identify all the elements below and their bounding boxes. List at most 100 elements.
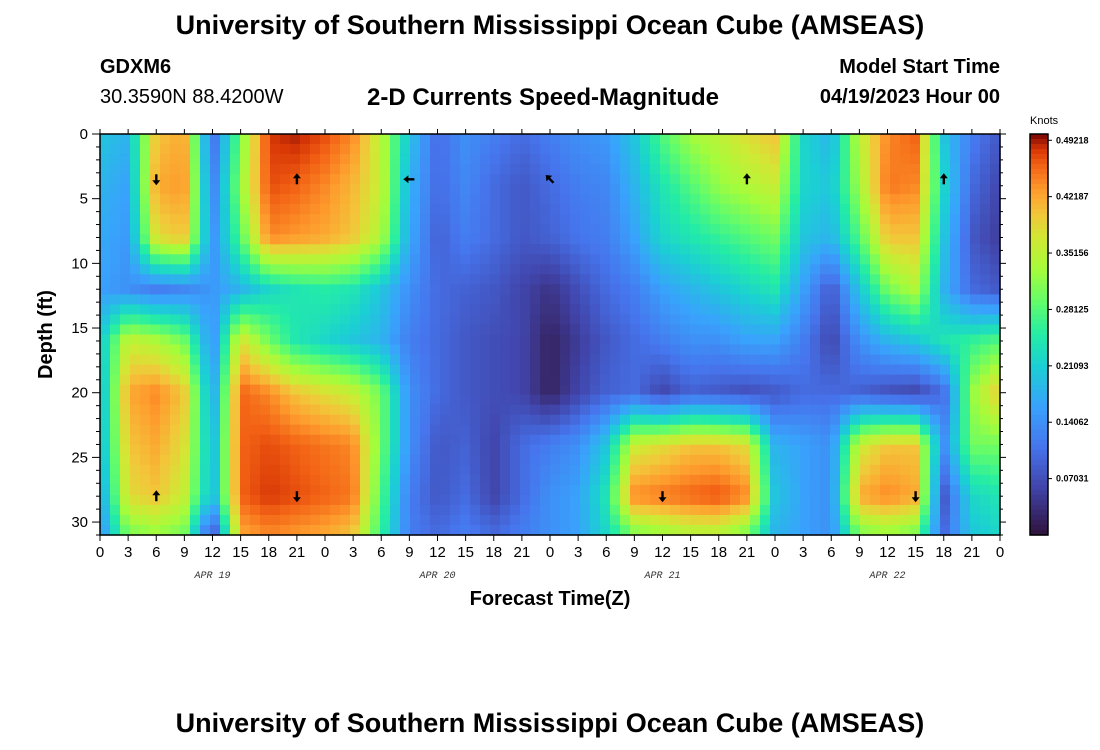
heatmap-cell: [790, 404, 801, 416]
heatmap-cell: [870, 414, 881, 426]
heatmap-cell: [800, 524, 811, 536]
heatmap-cell: [180, 524, 191, 536]
heatmap-cell: [450, 144, 461, 155]
heatmap-cell: [980, 164, 991, 175]
heatmap-cell: [980, 514, 991, 526]
heatmap-cell: [320, 294, 331, 306]
heatmap-cell: [790, 154, 801, 165]
heatmap-cell: [430, 454, 441, 466]
heatmap-cell: [650, 404, 661, 416]
heatmap-cell: [500, 414, 511, 426]
heatmap-cell: [270, 184, 281, 195]
heatmap-cell: [100, 364, 111, 376]
heatmap-cell: [330, 174, 341, 185]
heatmap-cell: [330, 324, 341, 336]
heatmap-cell: [450, 194, 461, 205]
heatmap-cell: [900, 394, 911, 406]
heatmap-cell: [440, 234, 451, 245]
heatmap-cell: [180, 324, 191, 336]
heatmap-cell: [460, 514, 471, 526]
heatmap-cell: [220, 154, 231, 165]
heatmap-cell: [330, 374, 341, 386]
heatmap-cell: [210, 234, 221, 245]
heatmap-cell: [700, 384, 711, 396]
heatmap-cell: [770, 234, 781, 245]
heatmap-cell: [310, 404, 321, 416]
heatmap-cell: [530, 414, 541, 426]
heatmap-cell: [960, 354, 971, 366]
heatmap-cell: [500, 264, 511, 275]
heatmap-cell: [340, 284, 351, 296]
heatmap-cell: [330, 194, 341, 205]
heatmap-cell: [370, 404, 381, 416]
heatmap-cell: [650, 254, 661, 265]
heatmap-cell: [620, 414, 631, 426]
heatmap-cell: [780, 464, 791, 476]
heatmap-cell: [250, 504, 261, 516]
heatmap-cell: [430, 154, 441, 165]
heatmap-cell: [280, 304, 291, 316]
heatmap-cell: [310, 304, 321, 316]
colorbar-segment: [1030, 489, 1048, 496]
heatmap-cell: [320, 304, 331, 316]
heatmap-cell: [640, 144, 651, 155]
heatmap-cell: [620, 134, 631, 145]
heatmap-cell: [710, 434, 721, 446]
heatmap-cell: [980, 314, 991, 326]
heatmap-cell: [170, 314, 181, 326]
heatmap-cell: [220, 264, 231, 275]
heatmap-cell: [250, 194, 261, 205]
heatmap-cell: [590, 344, 601, 356]
heatmap-cell: [930, 494, 941, 506]
heatmap-cell: [840, 484, 851, 496]
heatmap-cell: [130, 254, 141, 265]
heatmap-cell: [640, 244, 651, 255]
heatmap-cell: [310, 394, 321, 406]
heatmap-cell: [220, 374, 231, 386]
heatmap-cell: [590, 264, 601, 275]
heatmap-cell: [580, 514, 591, 526]
heatmap-cell: [720, 404, 731, 416]
heatmap-cell: [990, 504, 1001, 516]
heatmap-cell: [460, 174, 471, 185]
heatmap-cell: [390, 354, 401, 366]
heatmap-cell: [700, 344, 711, 356]
heatmap-cell: [810, 484, 821, 496]
heatmap-cell: [990, 134, 1001, 145]
heatmap-cell: [930, 274, 941, 285]
heatmap-cell: [220, 194, 231, 205]
heatmap-cell: [920, 144, 931, 155]
heatmap-cell: [950, 154, 961, 165]
heatmap-cell: [860, 204, 871, 215]
heatmap-cell: [100, 194, 111, 205]
heatmap-cell: [570, 224, 581, 235]
heatmap-cell: [400, 274, 411, 285]
heatmap-cell: [460, 434, 471, 446]
heatmap-cell: [660, 154, 671, 165]
heatmap-cell: [420, 374, 431, 386]
heatmap-cell: [800, 284, 811, 296]
heatmap-cell: [850, 454, 861, 466]
heatmap-cell: [730, 454, 741, 466]
heatmap-cell: [680, 444, 691, 456]
heatmap-cell: [850, 424, 861, 436]
heatmap-cell: [190, 214, 201, 225]
heatmap-cell: [780, 304, 791, 316]
heatmap-cell: [560, 274, 571, 285]
heatmap-cell: [610, 264, 621, 275]
heatmap-cell: [880, 314, 891, 326]
heatmap-cell: [180, 434, 191, 446]
heatmap-cell: [270, 494, 281, 506]
heatmap-cell: [160, 144, 171, 155]
heatmap-cell: [960, 444, 971, 456]
heatmap-cell: [990, 414, 1001, 426]
heatmap-cell: [400, 444, 411, 456]
heatmap-cell: [390, 424, 401, 436]
colorbar-tick-label: 0.49218: [1056, 135, 1089, 145]
heatmap-cell: [640, 264, 651, 275]
heatmap-cell: [890, 404, 901, 416]
heatmap-cell: [910, 294, 921, 306]
heatmap-cell: [490, 334, 501, 346]
heatmap-cell: [500, 154, 511, 165]
heatmap-cell: [420, 444, 431, 456]
